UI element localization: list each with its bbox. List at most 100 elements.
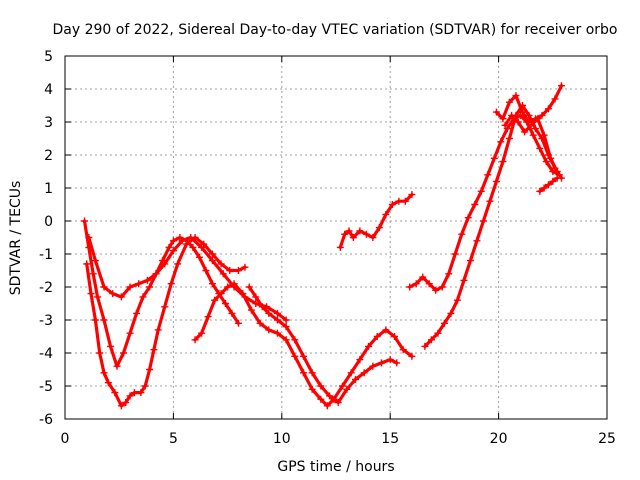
data-point-marker [445, 270, 453, 278]
data-point-marker [492, 177, 500, 185]
y-tick-label: -2 [39, 280, 53, 296]
data-point-marker [408, 191, 416, 199]
data-point-marker [388, 201, 396, 208]
data-point-marker [117, 402, 125, 410]
data-point-marker [521, 128, 529, 136]
data-point-marker [369, 362, 377, 370]
data-point-marker [551, 95, 559, 103]
data-point-marker [325, 392, 333, 400]
data-point-marker [117, 293, 125, 301]
data-point-marker [317, 382, 325, 390]
data-point-marker [282, 316, 290, 324]
data-point-marker [458, 230, 466, 238]
data-point-marker [273, 316, 281, 324]
data-point-marker [365, 342, 373, 350]
series-line [408, 113, 561, 292]
data-point-marker [174, 260, 182, 268]
data-point-marker [369, 234, 377, 241]
data-point-marker [191, 336, 199, 344]
data-point-marker [204, 313, 212, 321]
data-point-marker [553, 174, 561, 182]
data-point-marker [373, 333, 381, 340]
y-axis-label: SDTVAR / TECUs [8, 181, 24, 296]
y-tick-label: 0 [44, 214, 53, 230]
series-track-7 [406, 111, 563, 294]
data-point-marker [343, 385, 351, 393]
data-point-marker [518, 108, 526, 116]
data-point-marker [228, 309, 236, 317]
data-point-marker [161, 260, 169, 268]
data-point-marker [234, 319, 242, 327]
data-point-marker [356, 227, 364, 235]
x-tick-label: 10 [273, 431, 291, 447]
data-point-marker [479, 217, 487, 225]
data-point-marker [107, 342, 115, 350]
data-point-marker [198, 329, 206, 337]
data-point-marker [382, 210, 390, 218]
data-point-marker [406, 283, 414, 291]
y-tick-label: 3 [44, 115, 53, 131]
y-tick-label: -6 [39, 412, 53, 428]
data-point-marker [217, 290, 225, 298]
data-point-marker [161, 303, 169, 311]
data-point-marker [544, 181, 552, 189]
data-point-marker [154, 326, 162, 334]
data-point-marker [100, 369, 108, 377]
data-point-marker [187, 234, 195, 241]
data-point-marker [202, 267, 210, 274]
data-point-marker [334, 399, 342, 406]
data-point-marker [557, 82, 565, 90]
data-point-marker [299, 352, 307, 360]
data-point-marker [282, 336, 290, 344]
data-point-marker [393, 359, 401, 367]
data-point-marker [432, 286, 440, 294]
data-point-marker [427, 336, 435, 344]
data-point-marker [182, 240, 190, 248]
data-point-marker [120, 349, 128, 357]
data-point-marker [336, 243, 344, 251]
data-point-marker [150, 346, 158, 354]
data-point-marker [208, 250, 216, 258]
data-point-marker [412, 280, 420, 288]
data-point-marker [241, 263, 249, 271]
series-track-9 [492, 82, 565, 126]
y-tick-label: 5 [44, 49, 53, 65]
y-tick-label: -4 [39, 346, 53, 362]
series-line [82, 219, 240, 368]
data-point-marker [360, 369, 368, 377]
data-point-marker [211, 296, 219, 304]
series-track-5 [245, 283, 401, 406]
x-axis-label: GPS time / hours [277, 459, 394, 475]
plot-frame [64, 55, 608, 420]
y-tick-label: 2 [44, 148, 53, 164]
data-point-marker [460, 276, 468, 284]
data-point-marker [308, 385, 316, 393]
data-point-marker [217, 260, 225, 268]
data-point-marker [282, 323, 290, 331]
data-point-marker [484, 171, 492, 179]
series-track-2 [83, 234, 249, 410]
data-point-marker [499, 115, 507, 123]
data-point-marker [81, 217, 89, 225]
data-point-marker [408, 352, 416, 360]
x-tick-label: 0 [61, 431, 70, 447]
data-point-marker [308, 369, 316, 377]
data-point-marker [356, 356, 364, 364]
data-point-marker [492, 108, 500, 116]
data-point-marker [83, 260, 91, 268]
data-point-marker [256, 319, 264, 327]
data-point-marker [96, 349, 104, 357]
data-point-marker [165, 243, 173, 251]
data-point-marker [139, 293, 147, 301]
data-point-marker [230, 280, 238, 288]
data-point-marker [473, 237, 481, 245]
x-tick-label: 5 [169, 431, 178, 447]
data-point-marker [85, 234, 93, 241]
data-point-marker [345, 227, 353, 235]
data-point-marker [100, 283, 108, 291]
data-point-marker [291, 352, 299, 360]
data-point-marker [425, 280, 433, 288]
axis-ticks: 0 5 10 15 20 25 -6 -5 -4 -3 -2 -1 0 1 2 3 4 5 [39, 49, 616, 447]
data-point-marker [419, 273, 427, 281]
data-point-marker [534, 115, 542, 123]
